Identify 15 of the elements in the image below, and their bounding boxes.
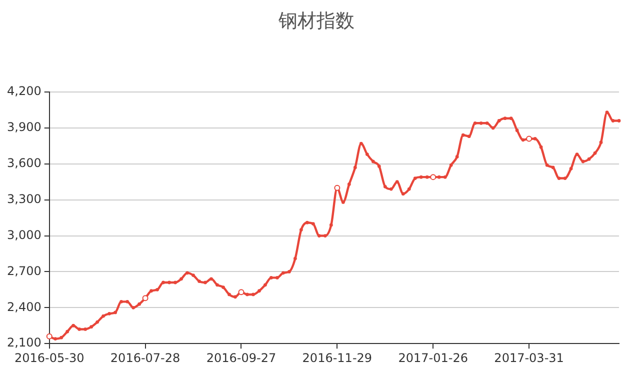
y-tick-label: 3,900	[6, 120, 42, 134]
y-tick-label: 4,200	[6, 84, 42, 98]
chart-title: 钢材指数	[278, 9, 356, 34]
y-tick-label: 3,600	[6, 156, 42, 170]
y-tick-label: 3,300	[6, 192, 42, 206]
y-tick-label: 2,100	[6, 336, 42, 350]
x-tick-label: 2016-11-29	[302, 350, 372, 365]
y-tick-label: 3,000	[6, 228, 42, 242]
x-tick-label: 2016-07-28	[110, 350, 180, 365]
y-tick-label: 2,400	[6, 300, 42, 314]
x-tick-label: 2016-05-30	[14, 350, 84, 365]
x-tick-label: 2017-01-26	[398, 350, 468, 365]
y-tick-label: 2,700	[6, 264, 42, 278]
x-tick-label: 2017-03-31	[494, 350, 564, 365]
x-tick-label: 2016-09-27	[206, 350, 276, 365]
